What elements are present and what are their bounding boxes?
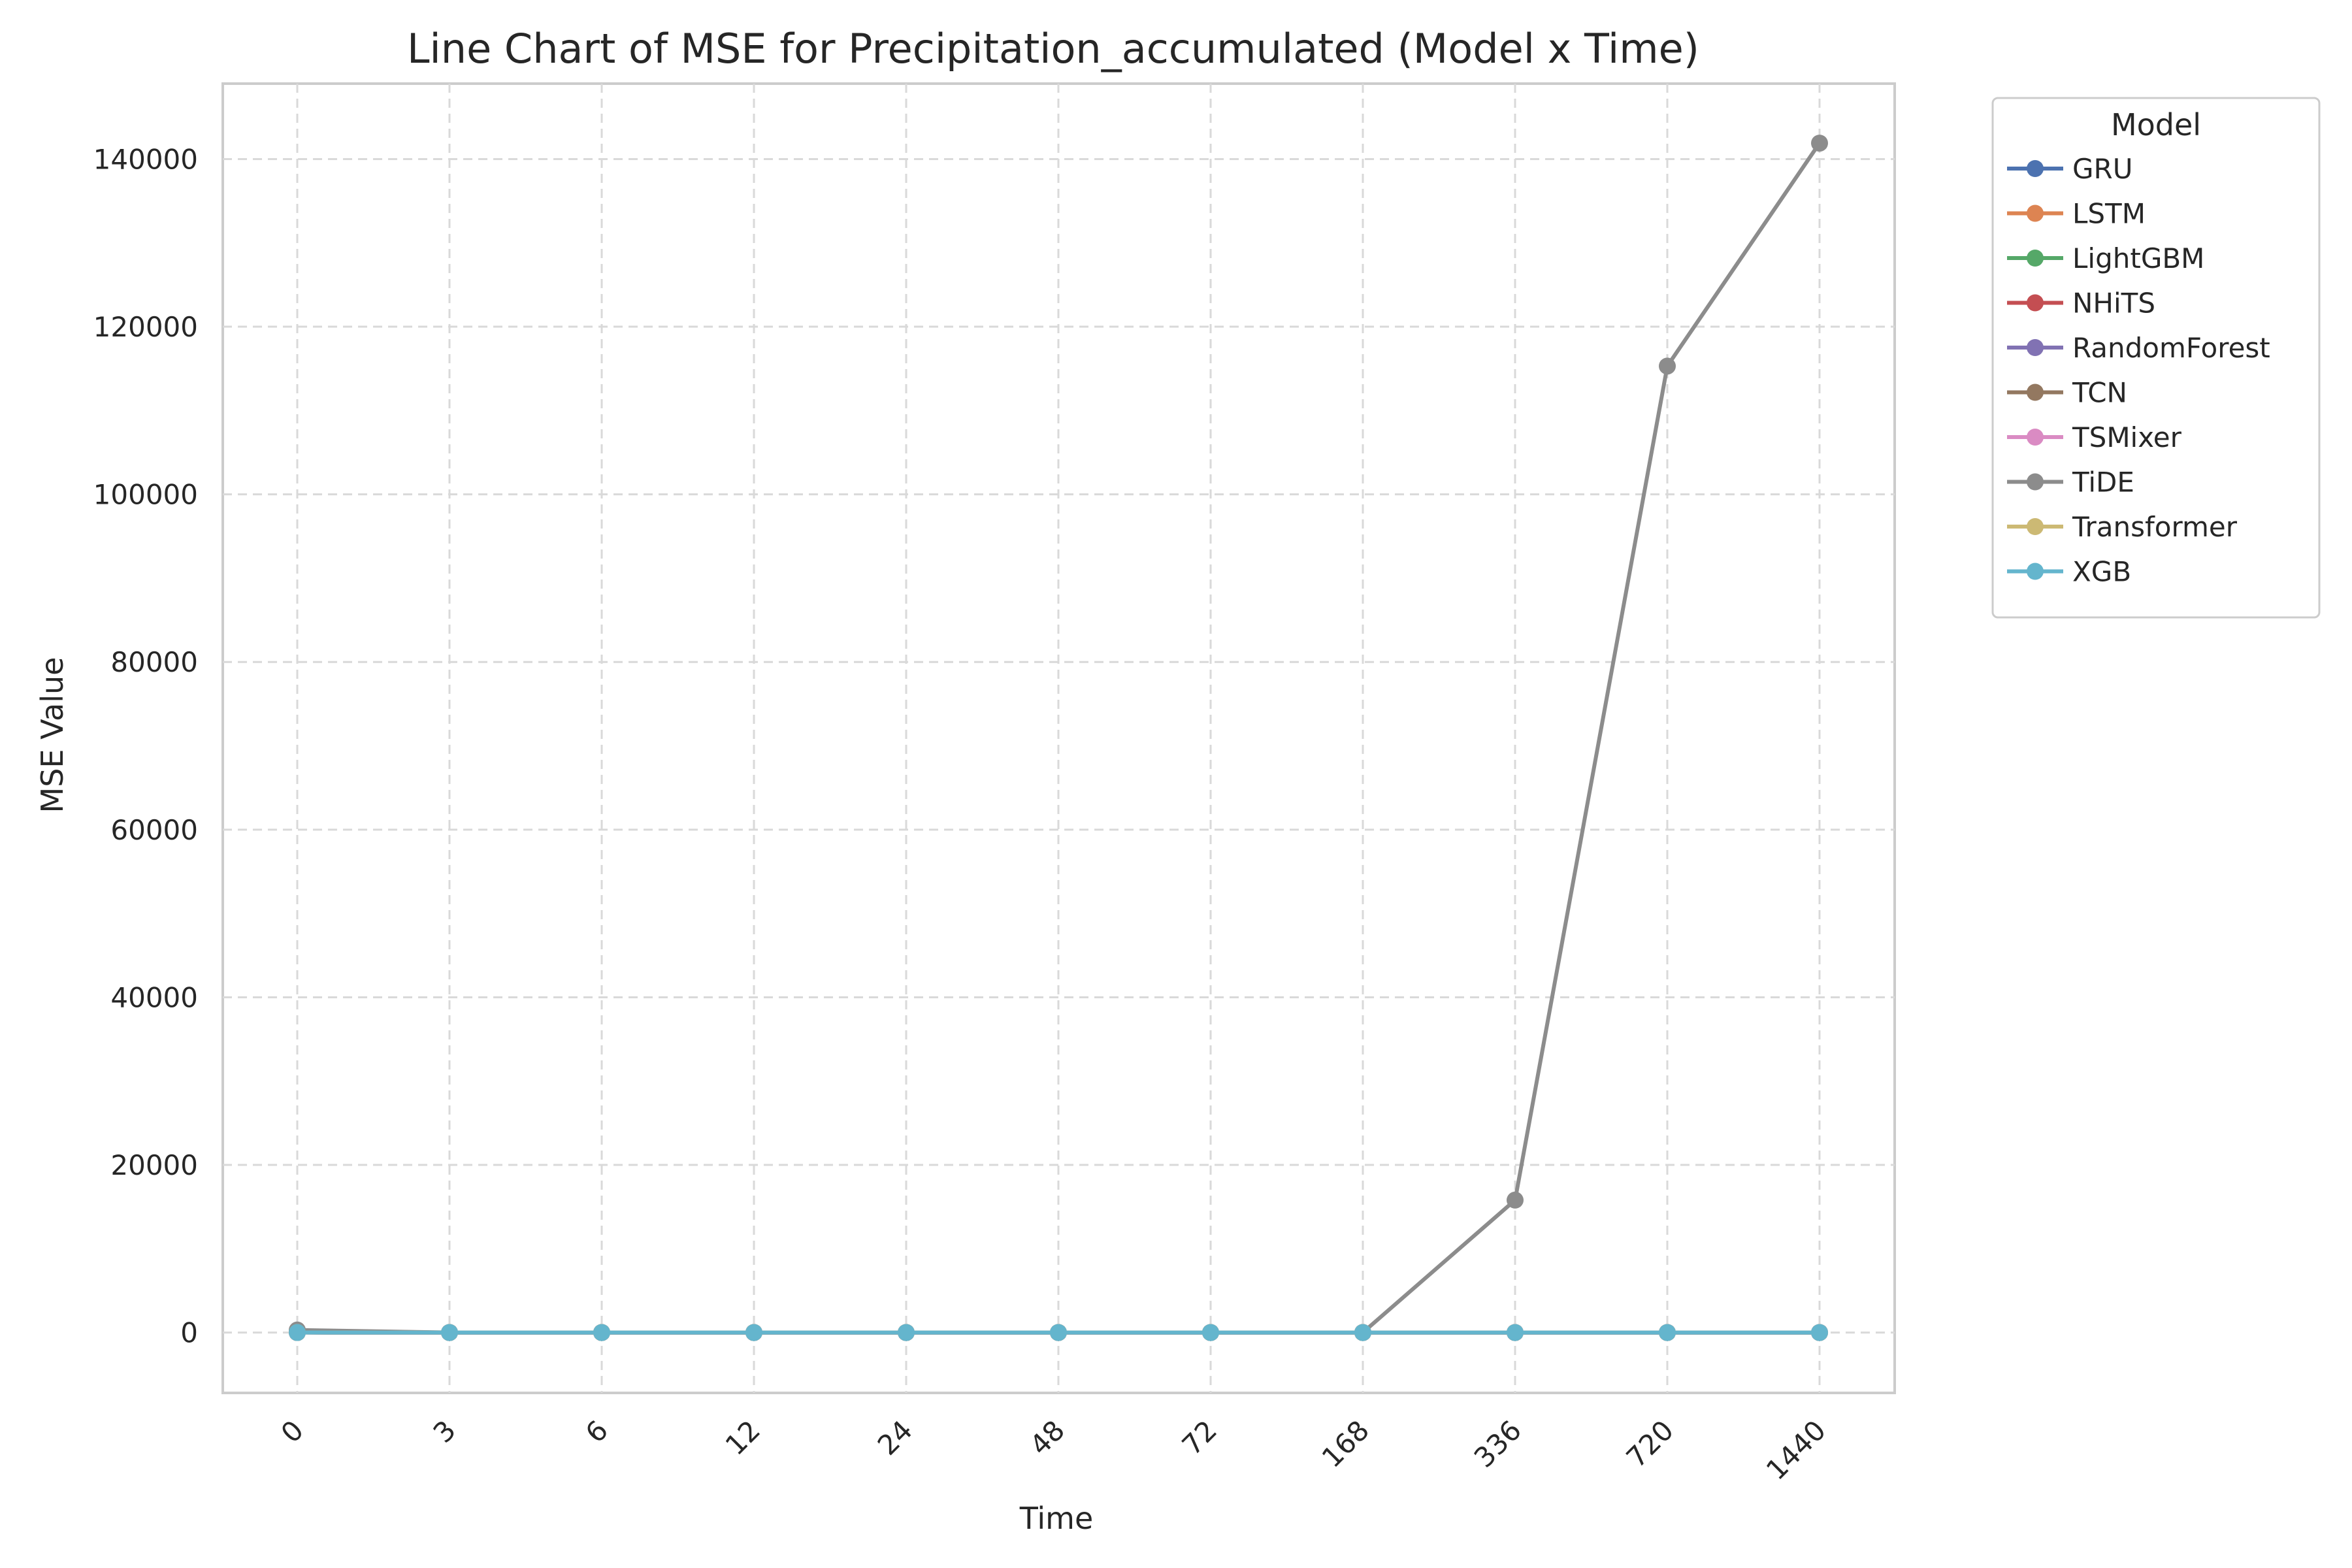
data-point-tide: [1659, 357, 1676, 375]
legend-label-tide: TiDE: [2072, 466, 2134, 498]
data-point-xgb: [898, 1324, 915, 1341]
data-point-xgb: [1811, 1324, 1828, 1341]
legend-swatch-marker-tcn: [2027, 384, 2044, 401]
legend-swatch-marker-tide: [2027, 473, 2044, 491]
y-tick-label: 100000: [93, 479, 198, 511]
x-tick-label: 3: [427, 1414, 463, 1449]
legend-swatch-marker-nhits: [2027, 294, 2044, 312]
data-point-xgb: [1659, 1324, 1676, 1341]
legend-label-gru: GRU: [2072, 153, 2132, 185]
data-point-xgb: [441, 1324, 458, 1341]
data-point-xgb: [593, 1324, 610, 1341]
data-point-xgb: [1507, 1324, 1524, 1341]
data-point-xgb: [1202, 1324, 1219, 1341]
legend-swatch-marker-randomforest: [2027, 339, 2044, 356]
x-tick-label: 720: [1620, 1414, 1680, 1473]
x-tick-label: 12: [719, 1414, 766, 1461]
legend-swatch-marker-xgb: [2027, 563, 2044, 580]
x-tick-label: 72: [1176, 1414, 1223, 1461]
x-tick-label: 336: [1468, 1414, 1527, 1473]
legend-label-xgb: XGB: [2072, 556, 2131, 588]
legend-swatch-marker-tsmixer: [2027, 429, 2044, 446]
x-axis-label: Time: [1019, 1501, 1094, 1536]
legend-swatch-marker-transformer: [2027, 518, 2044, 535]
x-tick-label: 1440: [1760, 1414, 1832, 1486]
data-point-xgb: [1050, 1324, 1067, 1341]
series-xgb: [289, 1324, 1828, 1341]
grid: [223, 84, 1895, 1393]
legend-box: [1991, 97, 2321, 619]
x-tick-label: 0: [275, 1414, 310, 1449]
x-tick-label: 48: [1024, 1414, 1071, 1461]
legend-label-nhits: NHiTS: [2072, 287, 2155, 319]
legend-swatch-marker-lstm: [2027, 204, 2044, 222]
y-tick-label: 120000: [93, 311, 198, 343]
data-point-xgb: [1354, 1324, 1371, 1341]
y-tick-label: 20000: [110, 1149, 198, 1181]
legend-swatch-marker-gru: [2027, 160, 2044, 177]
legend-label-transformer: Transformer: [2072, 511, 2238, 543]
x-tick-label: 24: [872, 1414, 919, 1461]
data-point-tide: [1507, 1191, 1524, 1209]
y-tick-label: 0: [180, 1317, 198, 1349]
legend: Model GRU LSTM LightGBM NHiTS RandomForest TCN…: [1991, 97, 2321, 619]
y-axis-label: MSE Value: [35, 657, 70, 813]
y-tick-label: 60000: [110, 814, 198, 846]
data-point-xgb: [745, 1324, 762, 1341]
legend-label-lightgbm: LightGBM: [2072, 242, 2204, 274]
legend-title: Model: [2111, 107, 2201, 142]
plot-area: 0 3 6 12 24 48 72 168 336 720 1440 0 20000 40000 60000…: [93, 82, 1896, 1486]
y-tick-label: 140000: [93, 143, 198, 175]
y-tick-label: 80000: [110, 646, 198, 678]
x-tick-label: 168: [1316, 1414, 1375, 1473]
y-tick-label: 40000: [110, 981, 198, 1013]
legend-swatch-marker-lightgbm: [2027, 250, 2044, 267]
legend-label-randomforest: RandomForest: [2072, 332, 2270, 364]
data-point-xgb: [289, 1324, 306, 1341]
x-tick-label: 6: [580, 1414, 615, 1449]
legend-label-tsmixer: TSMixer: [2072, 421, 2182, 453]
data-point-tide: [1811, 135, 1828, 152]
legend-label-tcn: TCN: [2072, 377, 2127, 409]
legend-label-lstm: LSTM: [2072, 198, 2146, 230]
chart-title: Line Chart of MSE for Precipitation_accu…: [407, 25, 1699, 73]
